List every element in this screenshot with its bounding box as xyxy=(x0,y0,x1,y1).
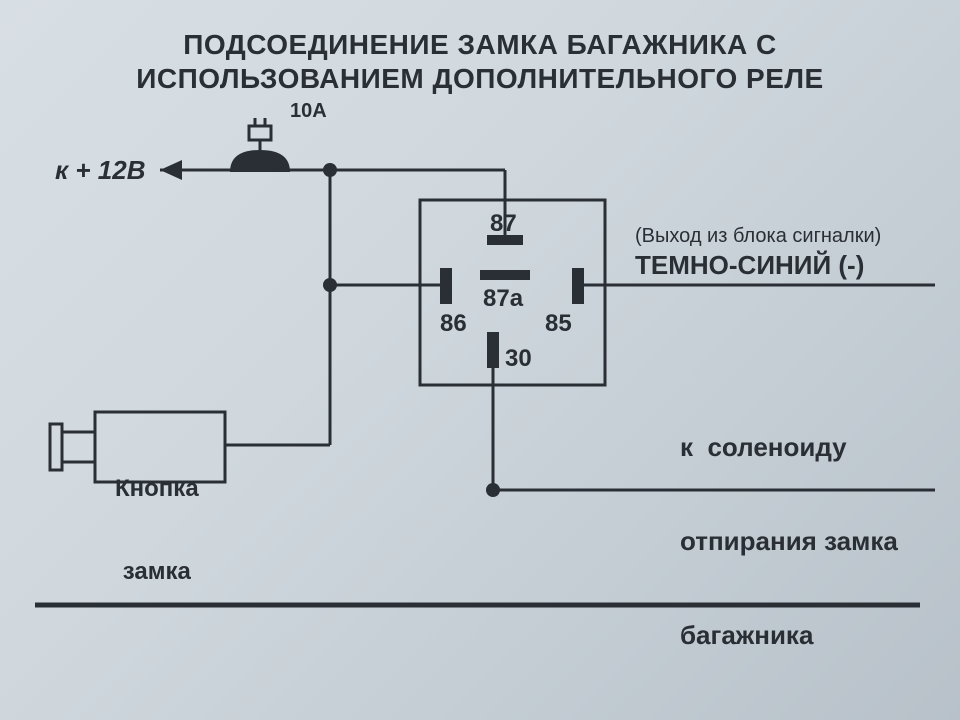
power-arrow xyxy=(160,160,225,180)
pin-85-label: 85 xyxy=(545,310,572,338)
title-line-1: ПОДСОЕДИНЕНИЕ ЗАМКА БАГАЖНИКА С xyxy=(0,28,960,62)
pin-87a-label: 87а xyxy=(483,285,523,313)
pin-87a xyxy=(480,270,530,280)
pin-87-label: 87 xyxy=(490,210,517,238)
pin-86 xyxy=(440,268,452,304)
solenoid-line1: к соленоиду xyxy=(680,432,898,463)
power-label: к + 12В xyxy=(55,155,146,186)
signal-note: (Выход из блока сигналки) xyxy=(635,225,881,248)
pin-30 xyxy=(487,332,499,368)
button-line1: Кнопка xyxy=(115,475,199,503)
pin-85 xyxy=(572,268,584,304)
button-line2: замка xyxy=(115,558,199,586)
solenoid-line3: багажника xyxy=(680,620,898,651)
node-86 xyxy=(323,278,337,292)
pin-86-label: 86 xyxy=(440,310,467,338)
signal-label: ТЕМНО-СИНИЙ (-) xyxy=(635,250,864,281)
fuse-label: 10А xyxy=(290,100,327,123)
title-line-2: ИСПОЛЬЗОВАНИЕМ ДОПОЛНИТЕЛЬНОГО РЕЛЕ xyxy=(0,62,960,96)
node-30 xyxy=(486,483,500,497)
node-top xyxy=(323,163,337,177)
solenoid-line2: отпирания замка xyxy=(680,526,898,557)
fuse-icon xyxy=(225,118,330,172)
pin-30-label: 30 xyxy=(505,345,532,373)
